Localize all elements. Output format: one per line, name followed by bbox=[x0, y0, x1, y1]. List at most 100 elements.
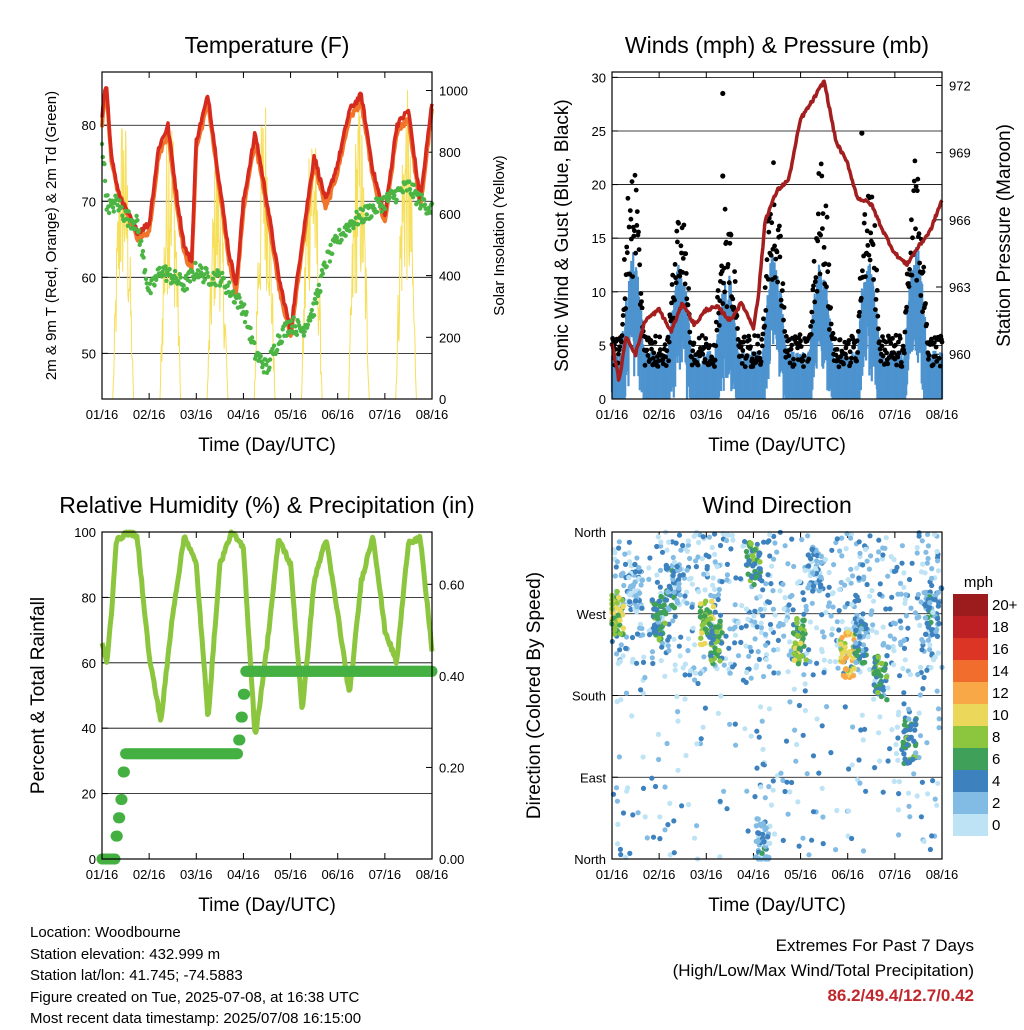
extremes-subtitle: (High/Low/Max Wind/Total Precipitation) bbox=[672, 961, 974, 980]
dewpoint-point bbox=[407, 187, 413, 192]
direction-cluster-point bbox=[902, 727, 908, 733]
direction-cluster-point bbox=[699, 641, 706, 648]
direction-point bbox=[781, 633, 787, 639]
direction-point bbox=[678, 547, 684, 553]
gust-point bbox=[871, 277, 876, 282]
direction-cluster-point bbox=[675, 576, 682, 583]
direction-point bbox=[630, 812, 636, 818]
gust-point bbox=[931, 340, 937, 345]
direction-cluster-point bbox=[639, 605, 645, 611]
direction-point bbox=[712, 531, 718, 537]
x-tick-label: 06/16 bbox=[321, 867, 354, 882]
gust-point bbox=[877, 339, 882, 344]
dewpoint-point bbox=[353, 215, 358, 221]
direction-cluster-point bbox=[863, 646, 869, 653]
legend-label: 4 bbox=[992, 773, 1000, 790]
dewpoint-point bbox=[168, 272, 173, 278]
direction-point bbox=[826, 569, 832, 576]
direction-point bbox=[682, 696, 688, 702]
direction-cluster-point bbox=[913, 750, 919, 756]
y-tick-label: North bbox=[574, 852, 606, 867]
direction-point bbox=[747, 644, 753, 650]
direction-point bbox=[617, 647, 623, 653]
legend-swatch bbox=[953, 726, 988, 748]
direction-point bbox=[626, 539, 633, 545]
direction-point bbox=[887, 606, 893, 612]
gust-point bbox=[629, 179, 635, 185]
direction-cluster-point bbox=[627, 592, 633, 598]
y-tick-label: 5 bbox=[599, 338, 606, 353]
dewpoint-point bbox=[311, 313, 317, 318]
direction-point bbox=[650, 660, 656, 667]
direction-point bbox=[760, 613, 766, 619]
dewpoint-point bbox=[112, 200, 117, 206]
chart-title: Temperature (F) bbox=[185, 32, 350, 58]
gust-point bbox=[645, 353, 651, 358]
dewpoint-point bbox=[195, 268, 201, 273]
direction-point bbox=[814, 716, 820, 722]
x-tick-label: 02/16 bbox=[133, 867, 166, 882]
direction-point bbox=[730, 537, 736, 543]
gust-point bbox=[812, 279, 818, 285]
dewpoint-point bbox=[258, 354, 263, 359]
gust-point bbox=[624, 244, 630, 250]
direction-cluster-point bbox=[665, 605, 671, 611]
direction-point bbox=[693, 564, 700, 570]
direction-point bbox=[867, 533, 873, 539]
gust-point bbox=[814, 288, 820, 294]
x-axis-label: Time (Day/UTC) bbox=[198, 895, 336, 916]
direction-point bbox=[758, 629, 765, 636]
direction-cluster-point bbox=[698, 635, 704, 641]
direction-point bbox=[726, 645, 732, 651]
direction-point bbox=[931, 531, 938, 537]
direction-point bbox=[922, 570, 928, 576]
direction-point bbox=[761, 606, 768, 612]
y2-tick-label: 0.60 bbox=[439, 577, 464, 592]
gust-point bbox=[644, 347, 650, 353]
gust-point bbox=[898, 360, 904, 365]
direction-point bbox=[753, 665, 759, 671]
direction-point bbox=[679, 803, 685, 809]
gust-point bbox=[820, 211, 826, 217]
gust-point bbox=[666, 339, 672, 345]
legend-label: 18 bbox=[992, 619, 1009, 636]
direction-point bbox=[906, 706, 912, 712]
direction-point bbox=[912, 610, 919, 616]
direction-point bbox=[655, 534, 661, 540]
gust-point bbox=[896, 350, 902, 356]
gust-point bbox=[915, 176, 921, 182]
direction-cluster-point bbox=[756, 550, 762, 556]
direction-point bbox=[869, 627, 875, 634]
direction-point bbox=[688, 575, 694, 581]
direction-cluster-point bbox=[656, 635, 662, 642]
gust-point bbox=[626, 224, 632, 230]
gust-point bbox=[732, 269, 737, 274]
dewpoint-point bbox=[117, 198, 122, 203]
gust-point bbox=[924, 321, 930, 327]
dewpoint-point bbox=[327, 259, 333, 264]
direction-cluster-point bbox=[756, 830, 762, 837]
legend-label: 12 bbox=[992, 685, 1009, 702]
direction-point bbox=[752, 608, 758, 614]
direction-point bbox=[856, 539, 862, 545]
gust-point bbox=[760, 331, 766, 337]
gust-point bbox=[761, 316, 766, 322]
direction-cluster-point bbox=[858, 619, 864, 625]
dewpoint-point bbox=[271, 343, 277, 348]
direction-cluster-point bbox=[884, 653, 890, 659]
direction-point bbox=[780, 581, 786, 588]
gust-point bbox=[874, 267, 879, 273]
direction-point bbox=[634, 660, 640, 666]
created-text: Figure created on Tue, 2025-07-08, at 16… bbox=[30, 988, 360, 1006]
gust-point bbox=[858, 295, 864, 301]
gust-point bbox=[808, 324, 813, 329]
direction-point bbox=[615, 841, 621, 847]
direction-point bbox=[685, 648, 691, 654]
direction-point bbox=[635, 810, 641, 816]
dewpoint-point bbox=[232, 300, 237, 305]
direction-cluster-point bbox=[612, 626, 618, 633]
direction-cluster-point bbox=[908, 722, 915, 729]
gust-point bbox=[876, 326, 881, 332]
direction-point bbox=[903, 592, 909, 598]
gust-point bbox=[848, 355, 854, 361]
